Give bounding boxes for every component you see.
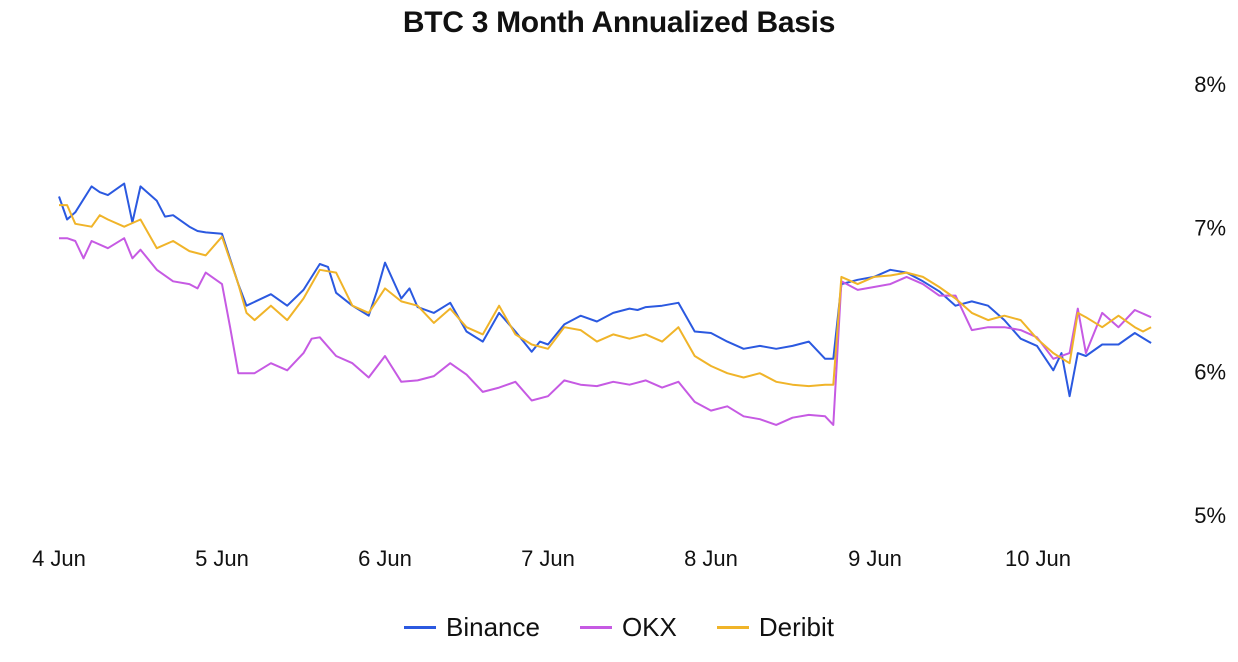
legend-label-binance: Binance (445, 612, 540, 642)
series-line-deribit (59, 204, 1152, 388)
x-tick-label: 5 Jun (195, 546, 249, 571)
legend-item-deribit[interactable]: Deribit (716, 612, 835, 643)
x-axis-ticks: 4 Jun 5 Jun 6 Jun 7 Jun 8 Jun 9 Jun 10 Jun (32, 546, 1071, 571)
y-tick-label: 7% (1194, 216, 1226, 241)
series-layer (58, 182, 1152, 426)
x-tick-label: 7 Jun (521, 546, 575, 571)
y-tick-label: 6% (1194, 359, 1226, 384)
legend-swatch-binance (403, 626, 436, 629)
chart-title: BTC 3 Month Annualized Basis (402, 6, 836, 39)
x-tick-label: 9 Jun (848, 546, 902, 571)
y-tick-label: 5% (1194, 503, 1226, 528)
x-tick-label: 4 Jun (32, 546, 86, 571)
legend-swatch-deribit (716, 626, 749, 629)
legend-label-okx: OKX (621, 612, 677, 642)
y-tick-label: 8% (1194, 72, 1226, 97)
y-axis-ticks: 8% 7% 6% 5% (1194, 72, 1226, 528)
legend-label-deribit: Deribit (758, 612, 835, 642)
legend: Binance OKX Deribit (0, 612, 1238, 643)
legend-item-okx[interactable]: OKX (579, 612, 677, 643)
series-line-binance (58, 182, 1152, 398)
x-tick-label: 6 Jun (358, 546, 412, 571)
series-line-okx (59, 237, 1152, 426)
legend-swatch-okx (579, 626, 612, 629)
x-tick-label: 10 Jun (1005, 546, 1071, 571)
x-tick-label: 8 Jun (684, 546, 738, 571)
legend-item-binance[interactable]: Binance (403, 612, 540, 643)
